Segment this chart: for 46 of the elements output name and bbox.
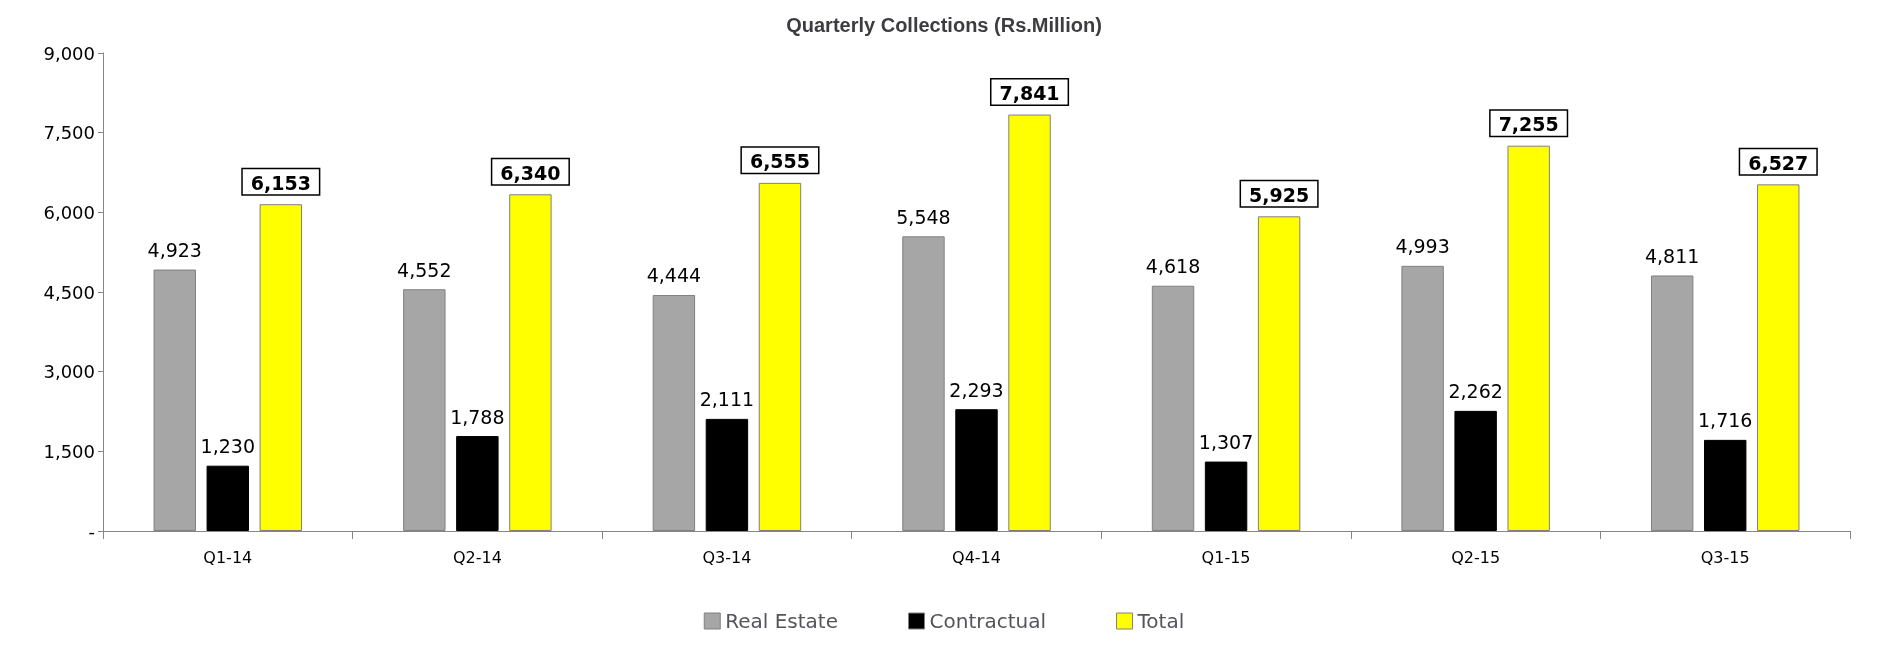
bar xyxy=(1204,461,1248,531)
data-label: 2,262 xyxy=(1448,380,1503,403)
data-label: 4,552 xyxy=(397,258,452,281)
data-label: 7,255 xyxy=(1498,113,1559,136)
data-label: 4,993 xyxy=(1395,235,1450,258)
x-tick-label: Q1-14 xyxy=(203,547,253,567)
legend-label: Contractual xyxy=(929,609,1047,633)
data-label: 6,340 xyxy=(500,161,561,184)
y-tick-label: 3,000 xyxy=(43,361,95,383)
data-label: 5,925 xyxy=(1249,183,1310,206)
data-label: 4,618 xyxy=(1145,255,1201,278)
data-label: 1,230 xyxy=(200,435,255,458)
x-tick-label: Q1-15 xyxy=(1201,547,1251,567)
x-tick-label: Q3-14 xyxy=(702,547,752,567)
data-label: 5,548 xyxy=(896,205,951,228)
y-tick-label: 9,000 xyxy=(43,42,95,64)
bar xyxy=(1704,439,1747,531)
bar xyxy=(1454,410,1497,531)
data-label: 7,841 xyxy=(999,82,1060,105)
x-tick-label: Q3-15 xyxy=(1700,547,1750,567)
data-label: 1,716 xyxy=(1698,409,1753,432)
bar xyxy=(705,418,749,531)
data-label: 4,923 xyxy=(147,239,202,262)
x-tick-label: Q2-14 xyxy=(452,547,502,567)
data-label: 6,153 xyxy=(250,171,311,194)
data-label: 4,444 xyxy=(646,264,702,287)
x-tick-label: Q2-15 xyxy=(1451,547,1501,567)
y-tick-label: 1,500 xyxy=(43,440,95,462)
bar xyxy=(955,409,998,531)
data-label: 2,293 xyxy=(949,378,1004,401)
data-label: 1,307 xyxy=(1198,431,1254,454)
y-tick-label: - xyxy=(88,520,95,542)
chart-title: Quarterly Collections (Rs.Million) xyxy=(786,14,1102,36)
y-tick-label: 6,000 xyxy=(43,201,95,223)
x-tick-label: Q4-14 xyxy=(952,547,1001,567)
data-label: 1,788 xyxy=(450,405,505,428)
data-label: 6,555 xyxy=(749,150,811,173)
legend-label: Real Estate xyxy=(725,609,839,633)
legend-label: Total xyxy=(1136,609,1185,633)
y-tick-label: 4,500 xyxy=(43,281,95,303)
data-label: 6,527 xyxy=(1748,151,1809,174)
bar xyxy=(206,465,249,531)
data-label: 4,811 xyxy=(1644,244,1700,267)
y-tick-label: 7,500 xyxy=(43,122,95,144)
bar xyxy=(456,436,499,531)
data-label: 2,111 xyxy=(699,388,755,411)
